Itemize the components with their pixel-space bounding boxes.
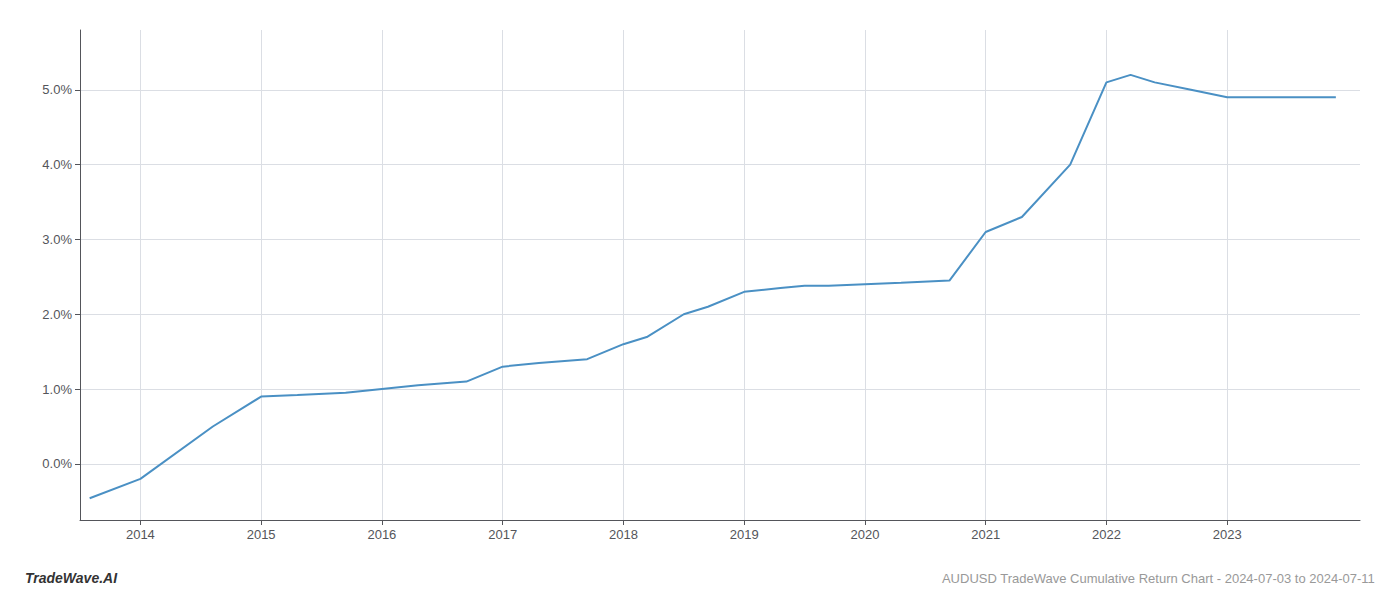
svg-text:2017: 2017: [488, 527, 517, 542]
svg-text:2014: 2014: [126, 527, 155, 542]
svg-text:2.0%: 2.0%: [42, 307, 72, 322]
svg-text:1.0%: 1.0%: [42, 382, 72, 397]
svg-text:TradeWave.AI: TradeWave.AI: [25, 570, 118, 586]
svg-text:2021: 2021: [971, 527, 1000, 542]
svg-text:2023: 2023: [1213, 527, 1242, 542]
svg-text:4.0%: 4.0%: [42, 157, 72, 172]
svg-text:3.0%: 3.0%: [42, 232, 72, 247]
svg-text:2019: 2019: [730, 527, 759, 542]
svg-text:AUDUSD TradeWave Cumulative Re: AUDUSD TradeWave Cumulative Return Chart…: [942, 571, 1375, 586]
svg-text:2020: 2020: [850, 527, 879, 542]
svg-text:2018: 2018: [609, 527, 638, 542]
svg-text:2015: 2015: [247, 527, 276, 542]
svg-text:5.0%: 5.0%: [42, 82, 72, 97]
svg-text:2016: 2016: [367, 527, 396, 542]
svg-text:2022: 2022: [1092, 527, 1121, 542]
svg-text:0.0%: 0.0%: [42, 456, 72, 471]
